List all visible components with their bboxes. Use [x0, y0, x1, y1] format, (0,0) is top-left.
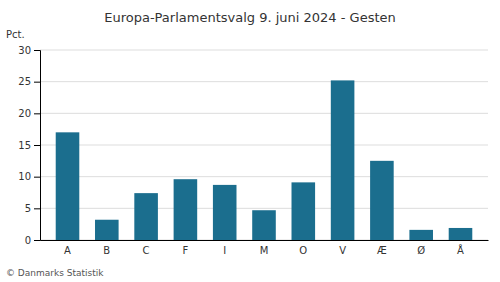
chart: 0 5 10 15 20 25 30 A B C F I M O V Æ Ø Å Europa-Parlaments…: [0, 0, 500, 282]
y-tick: 30: [18, 45, 40, 56]
x-tick-label: O: [299, 245, 307, 256]
x-tick: Ø: [417, 245, 425, 256]
x-tick: O: [299, 245, 307, 256]
bar: [370, 161, 394, 240]
x-tick: V: [339, 245, 346, 256]
bar: [95, 220, 119, 240]
x-tick: M: [260, 245, 269, 256]
y-tick-label: 15: [18, 140, 31, 151]
grid-line: [40, 145, 488, 146]
y-tick-mark: [34, 208, 40, 209]
bar: [174, 179, 198, 240]
y-tick-mark: [34, 113, 40, 114]
x-tick: A: [64, 245, 71, 256]
grid-line: [40, 50, 488, 51]
x-axis-line: [41, 240, 489, 241]
y-tick-label: 0: [25, 235, 31, 246]
bar: [56, 132, 80, 240]
grid-line: [40, 208, 488, 209]
x-tick-label: A: [64, 245, 71, 256]
title: Europa-Parlamentsvalg 9. juni 2024 - Ges…: [104, 10, 396, 25]
x-tick: Å: [457, 244, 464, 256]
y-tick-label: 30: [18, 45, 31, 56]
footer: © Danmarks Statistik: [6, 268, 104, 278]
y-tick-mark: [34, 240, 40, 241]
y-tick-label: 5: [25, 203, 31, 214]
x-tick: I: [223, 245, 226, 256]
grid-line: [40, 113, 488, 114]
y-tick: 15: [18, 140, 40, 151]
y-tick-mark: [34, 82, 40, 83]
y-tick: 0: [25, 235, 40, 246]
y-tick-mark: [34, 145, 40, 146]
y-tick-label: 25: [18, 76, 31, 87]
y-tick: 5: [25, 203, 40, 214]
y-tick: 10: [18, 171, 40, 182]
x-tick: F: [183, 245, 189, 256]
bar: [213, 185, 237, 240]
x-tick-label: B: [103, 245, 110, 256]
x-tick-label: Æ: [377, 245, 387, 256]
x-tick-label: I: [223, 245, 226, 256]
x-tick-label: F: [183, 245, 189, 256]
y-axis: 0 5 10 15 20 25 30: [18, 45, 40, 246]
x-axis: ABCFIMOVÆØÅ: [41, 241, 489, 257]
y-axis-label: Pct.: [6, 29, 25, 40]
bar: [409, 230, 433, 240]
y-tick-label: 20: [18, 108, 31, 119]
y-tick-mark: [34, 177, 40, 178]
y-tick: 25: [18, 76, 40, 87]
x-tick-label: M: [260, 245, 269, 256]
x-tick: C: [143, 245, 150, 256]
x-tick-label: Å: [457, 244, 464, 256]
x-tick-label: Ø: [417, 245, 425, 256]
bar: [449, 228, 473, 240]
x-tick: Æ: [377, 245, 387, 256]
bar: [331, 80, 355, 240]
grid: [40, 50, 488, 240]
grid-line: [40, 176, 488, 177]
x-tick: B: [103, 245, 110, 256]
y-tick: 20: [18, 108, 40, 119]
bars: [56, 80, 473, 240]
y-tick-mark: [34, 50, 40, 51]
y-tick-label: 10: [18, 171, 31, 182]
y-axis-line: [34, 51, 41, 241]
bar: [292, 182, 316, 240]
bar: [252, 210, 276, 240]
bar: [134, 193, 158, 240]
x-tick-label: C: [143, 245, 150, 256]
grid-line: [40, 81, 488, 82]
x-tick-label: V: [339, 245, 346, 256]
